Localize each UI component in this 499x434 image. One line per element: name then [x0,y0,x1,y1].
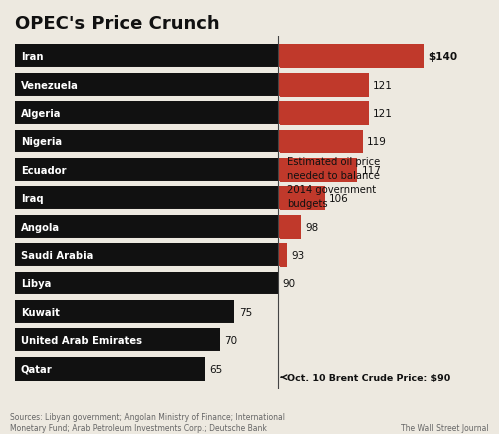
Text: 106: 106 [329,194,349,204]
Text: Estimated oil price
needed to balance
2014 government
budgets: Estimated oil price needed to balance 20… [287,156,380,208]
Text: 65: 65 [210,364,223,374]
Text: 90: 90 [282,279,295,289]
Text: 93: 93 [291,250,304,260]
Text: 121: 121 [373,80,393,90]
Bar [278,130,363,154]
Bar [278,158,357,182]
Bar [15,300,234,324]
Bar [15,158,278,182]
Bar [15,357,205,381]
Text: Saudi Arabia: Saudi Arabia [21,250,93,260]
Text: 70: 70 [224,335,237,345]
Text: Nigeria: Nigeria [21,137,62,147]
Text: $140: $140 [429,52,458,62]
Bar [278,102,369,126]
Bar [15,45,278,69]
Text: Ecuador: Ecuador [21,165,66,175]
Bar [278,45,424,69]
Text: Angola: Angola [21,222,60,232]
Text: 117: 117 [361,165,381,175]
Text: United Arab Emirates: United Arab Emirates [21,335,142,345]
Text: 75: 75 [239,307,252,317]
Text: The Wall Street Journal: The Wall Street Journal [401,423,489,432]
Text: OPEC's Price Crunch: OPEC's Price Crunch [15,15,220,33]
Text: 121: 121 [373,109,393,119]
Bar [15,272,278,296]
Bar [278,243,287,267]
Text: Venezuela: Venezuela [21,80,79,90]
Bar [15,215,278,239]
Text: Libya: Libya [21,279,51,289]
Text: Kuwait: Kuwait [21,307,60,317]
Text: 98: 98 [306,222,319,232]
Bar [15,102,278,126]
Bar [278,73,369,97]
Bar [15,130,278,154]
Bar [15,329,220,352]
Text: Oct. 10 Brent Crude Price: $90: Oct. 10 Brent Crude Price: $90 [281,373,450,382]
Text: Iran: Iran [21,52,43,62]
Text: Algeria: Algeria [21,109,61,119]
Text: Sources: Libyan government; Angolan Ministry of Finance; International
Monetary : Sources: Libyan government; Angolan Mini… [10,412,285,432]
Bar [15,187,278,210]
Text: Qatar: Qatar [21,364,52,374]
Text: Iraq: Iraq [21,194,43,204]
Bar [15,243,278,267]
Bar [15,73,278,97]
Bar [278,215,301,239]
Bar [278,187,325,210]
Text: 119: 119 [367,137,387,147]
